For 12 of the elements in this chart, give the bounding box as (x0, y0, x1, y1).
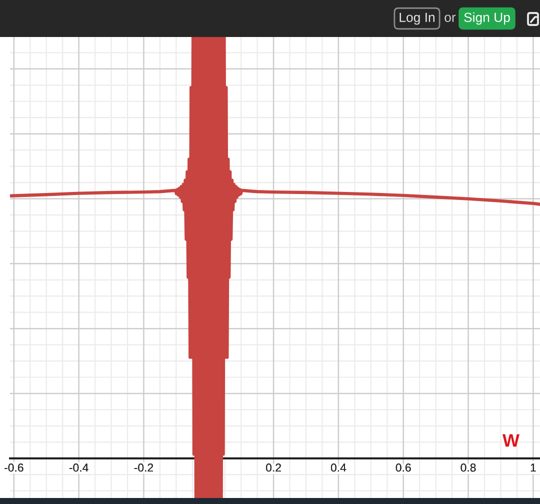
x-tick-label: -0.4 (69, 464, 88, 472)
x-tick-label: 1 (530, 464, 536, 472)
x-tick-label: 0.8 (460, 464, 476, 472)
x-tick-label: 0.6 (396, 464, 411, 472)
x-tick-label: 0.4 (330, 464, 346, 472)
x-tick-label: -0.2 (134, 464, 154, 472)
annotation: W (502, 434, 520, 447)
x-tick-label: -0.6 (4, 464, 24, 472)
text: Log In (400, 12, 434, 25)
x-tick-label: 0.2 (266, 464, 281, 472)
text: or (444, 14, 456, 22)
text: Sign Up (464, 12, 510, 25)
